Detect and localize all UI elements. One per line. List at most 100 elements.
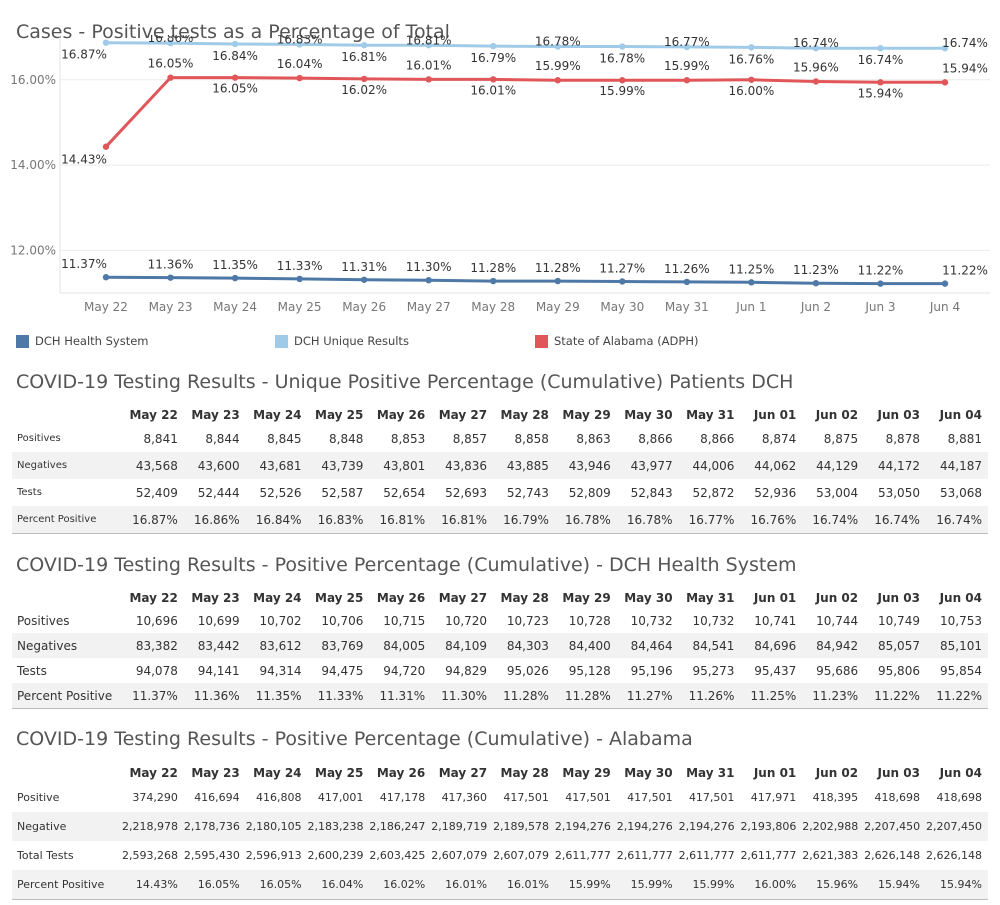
table-cell: 53,050 [877,485,920,500]
table-cell: 10,732 [692,613,735,628]
column-header: May 31 [686,766,735,780]
data-point [102,39,110,46]
table-cell: 416,808 [256,791,302,804]
data-point [360,276,368,283]
x-tick-label: May 28 [471,300,515,314]
table-title-alabama: COVID-19 Testing Results - Positive Perc… [16,728,693,750]
table-cell: 84,005 [369,633,432,658]
table-cell: 2,186,247 [369,812,432,841]
line-chart: 12.00% 14.00% 16.00% May 22 May 23 May 24 May … [10,35,990,314]
y-tick-label: 12.00% [10,243,56,257]
column-header: May 24 [253,591,302,605]
results-table-alabama: May 22 May 23 May 24 May 25 May 26 May 27 May … [12,763,988,900]
data-label: 16.01% [406,58,452,72]
data-label: 16.74% [793,36,839,50]
y-tick-label: 16.00% [10,73,56,87]
table-cell: 16.74% [864,506,926,534]
data-point [425,76,432,83]
column-header: May 28 [500,591,549,605]
data-label: 11.36% [148,258,194,272]
table-cell: 8,866 [700,431,735,446]
data-point [296,41,303,48]
table-cell: 8,874 [761,431,797,446]
data-point [748,279,755,286]
row-label: Percent Positive [12,683,122,709]
column-header: May 23 [191,408,240,422]
x-tick-label: May 25 [278,300,322,314]
column-header: May 25 [315,766,364,780]
table-cell: 44,006 [678,452,741,479]
table-cell: 16.00% [740,870,803,900]
legend-label: State of Alabama (ADPH) [554,334,699,348]
column-header: May 25 [315,408,364,422]
y-tick-label: 14.00% [10,158,56,172]
x-tick-label: May 23 [149,300,193,314]
table-cell: 8,875 [823,431,859,446]
series-line [105,41,945,50]
data-label: 11.27% [599,261,645,275]
data-point [296,275,303,283]
table-title-unique-dch: COVID-19 Testing Results - Unique Positi… [16,371,794,393]
series-line [104,76,945,148]
data-label: 11.30% [406,260,452,274]
table-cell: 95,128 [568,663,611,678]
legend-item-state-of-alabama[interactable]: State of Alabama (ADPH) [535,332,698,350]
table-cell: 15.99% [554,870,617,900]
x-tick-label: May 24 [213,300,257,314]
column-header: Jun 02 [815,766,859,780]
table-cell: 417,501 [688,791,735,804]
table-cell: 8,841 [143,431,178,446]
table-cell: 52,409 [135,485,178,500]
table-cell: 15.94% [925,870,988,900]
table-cell: 14.43% [122,870,184,900]
table-cell: 52,654 [383,485,426,500]
x-tick-label: May 22 [84,300,128,314]
column-header: May 26 [376,766,426,780]
data-point [102,274,110,281]
column-header: Jun 04 [939,766,982,780]
table-cell: 11.26% [678,683,741,709]
table-row: Positives 8,841 8,844 8,845 8,848 8,853 8,857 8… [12,425,988,452]
table-cell: 417,501 [565,791,611,804]
column-header: Jun 04 [939,408,982,422]
table-cell: 84,303 [493,633,555,658]
table-cell: 16.76% [740,506,803,534]
legend-item-dch-health-system[interactable]: DCH Health System [16,332,149,350]
header-corner [12,588,122,608]
row-label: Positives [17,613,70,628]
table-cell: 8,878 [885,431,920,446]
table-row: Percent Positive 16.87% 16.86% 16.84% 16.83%… [12,506,988,534]
data-label: 11.23% [793,263,839,277]
table-cell: 15.96% [802,870,865,900]
table-cell: 85,057 [864,633,926,658]
table-cell: 16.78% [554,506,617,534]
data-point [683,278,691,286]
table-cell: 8,853 [390,431,426,446]
column-header: Jun 04 [939,591,982,605]
table-cell: 10,753 [940,613,982,628]
table-cell: 52,526 [259,485,302,500]
table-cell: 10,706 [321,613,364,628]
table-cell: 52,587 [321,485,364,500]
table-cell: 10,728 [568,613,611,628]
column-header: May 22 [129,591,178,605]
x-tick-label: May 26 [342,300,386,314]
table-row: Total Tests 2,593,268 2,595,430 2,596,913 2,… [12,841,988,870]
legend-item-dch-unique-results[interactable]: DCH Unique Results [275,332,409,350]
table-cell: 16.74% [925,506,988,534]
table-cell: 53,068 [940,485,982,500]
column-header: May 30 [624,591,673,605]
data-point [619,43,626,50]
table-cell: 95,806 [877,663,920,678]
data-point [490,277,497,285]
table-cell: 2,189,719 [431,812,494,841]
table-cell: 2,180,105 [245,812,308,841]
data-label: 11.22% [942,264,988,278]
x-tick-label: May 31 [665,300,709,314]
table-cell: 16.01% [493,870,555,900]
column-header: May 22 [129,408,178,422]
table-cell: 94,314 [259,663,302,678]
table-cell: 84,942 [802,633,865,658]
table-cell: 10,720 [445,613,488,628]
column-header: May 24 [253,408,302,422]
